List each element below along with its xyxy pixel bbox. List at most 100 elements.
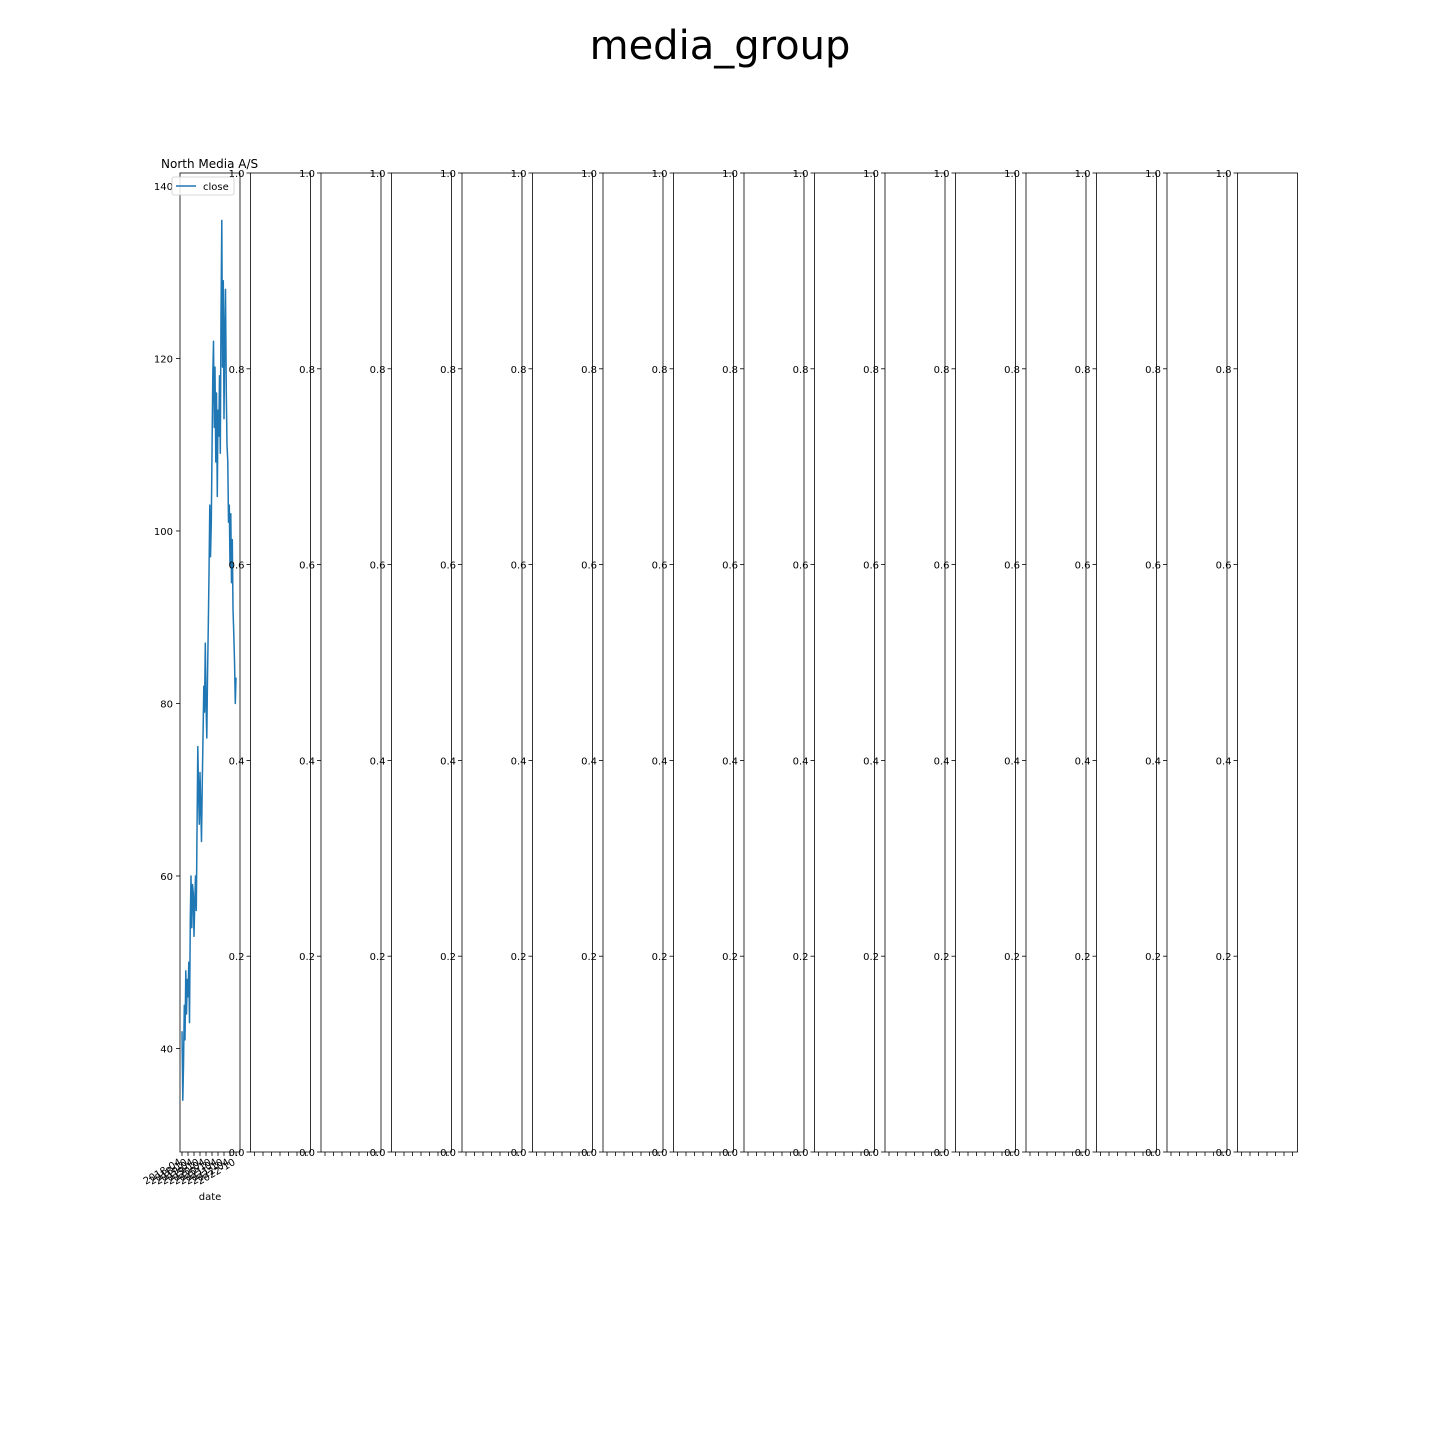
y-tick-label: 0.0: [652, 1148, 668, 1159]
y-tick-label: 1.0: [1145, 169, 1161, 180]
y-tick-label: 0.6: [1216, 561, 1232, 572]
y-tick-label: 0.8: [863, 365, 879, 376]
y-tick-label: 0.8: [299, 365, 315, 376]
y-tick-label: 0.0: [440, 1148, 456, 1159]
subplot-4-frame: [391, 172, 452, 1153]
y-tick-label: 1.0: [581, 169, 597, 180]
y-tick-label: 0.2: [370, 952, 386, 963]
y-tick-label: 0.4: [934, 756, 950, 767]
y-tick-label: 0.0: [1216, 1148, 1232, 1159]
y-tick-label: 0.0: [370, 1148, 386, 1159]
y-tick-label: 0.0: [299, 1148, 315, 1159]
y-tick-label: 0.8: [793, 365, 809, 376]
y-tick-label: 0.2: [863, 952, 879, 963]
y-tick-label: 1.0: [440, 169, 456, 180]
y-tick-label: 1.0: [793, 169, 809, 180]
x-axis-label: date: [199, 1192, 222, 1203]
y-tick-label: 0.4: [1216, 756, 1232, 767]
y-tick-label: 1.0: [934, 169, 950, 180]
y-tick-label: 1.0: [722, 169, 738, 180]
subplot-title: North Media A/S: [161, 157, 258, 171]
y-tick-label: 1.0: [370, 169, 386, 180]
y-tick-label: 0.0: [229, 1148, 245, 1159]
y-tick-label: 1.0: [299, 169, 315, 180]
y-tick-label: 0.8: [722, 365, 738, 376]
y-tick-label: 0.6: [934, 561, 950, 572]
y-tick-label: 0.4: [229, 756, 245, 767]
subplot-10-frame: [814, 172, 875, 1153]
y-tick-label: 0.4: [652, 756, 668, 767]
y-tick-label: 0.8: [1075, 365, 1091, 376]
y-tick-label: 60: [160, 872, 173, 883]
y-tick-label: 0.6: [863, 561, 879, 572]
subplot-16-frame: [1237, 172, 1298, 1153]
y-tick-label: 0.0: [1004, 1148, 1020, 1159]
y-tick-label: 0.6: [652, 561, 668, 572]
y-tick-label: 0.6: [511, 561, 527, 572]
y-tick-label: 0.2: [229, 952, 245, 963]
y-tick-label: 0.2: [934, 952, 950, 963]
y-tick-label: 40: [160, 1044, 173, 1055]
y-tick-label: 0.6: [299, 561, 315, 572]
y-tick-label: 0.0: [863, 1148, 879, 1159]
y-tick-label: 0.8: [1216, 365, 1232, 376]
y-tick-label: 0.8: [581, 365, 597, 376]
subplot-2-frame: [250, 172, 311, 1153]
subplot-12-frame: [955, 172, 1016, 1153]
y-tick-label: 0.6: [1145, 561, 1161, 572]
subplot-15-frame: [1166, 172, 1228, 1153]
y-tick-label: 0.6: [229, 561, 245, 572]
y-tick-label: 1.0: [863, 169, 879, 180]
y-tick-label: 0.2: [299, 952, 315, 963]
legend-label: close: [203, 182, 229, 193]
y-tick-label: 0.0: [511, 1148, 527, 1159]
y-tick-label: 0.4: [1075, 756, 1091, 767]
close-series-line: [181, 219, 237, 1101]
y-tick-label: 1.0: [229, 169, 245, 180]
subplot-14-frame: [1096, 172, 1157, 1153]
y-tick-label: 0.2: [581, 952, 597, 963]
y-tick-label: 0.4: [1004, 756, 1020, 767]
y-tick-label: 0.4: [1145, 756, 1161, 767]
y-tick-label: 0.4: [511, 756, 527, 767]
y-tick-label: 0.2: [440, 952, 456, 963]
y-tick-label: 0.0: [722, 1148, 738, 1159]
y-tick-label: 0.6: [1075, 561, 1091, 572]
subplot-11-frame: [884, 172, 946, 1153]
figure-title: media_group: [589, 23, 851, 69]
y-tick-label: 0.4: [793, 756, 809, 767]
subplot-8-frame: [673, 172, 734, 1153]
y-tick-label: 0.2: [793, 952, 809, 963]
y-tick-label: 0.4: [299, 756, 315, 767]
y-tick-label: 0.2: [722, 952, 738, 963]
y-tick-label: 0.8: [1145, 365, 1161, 376]
y-tick-label: 1.0: [1075, 169, 1091, 180]
y-tick-label: 0.0: [1145, 1148, 1161, 1159]
y-tick-label: 0.0: [934, 1148, 950, 1159]
y-tick-label: 0.6: [370, 561, 386, 572]
y-tick-label: 1.0: [1004, 169, 1020, 180]
y-tick-label: 0.6: [722, 561, 738, 572]
subplot-5-frame: [461, 172, 523, 1153]
y-tick-label: 120: [154, 354, 173, 365]
y-tick-label: 0.8: [370, 365, 386, 376]
y-tick-label: 0.8: [511, 365, 527, 376]
y-tick-label: 0.8: [1004, 365, 1020, 376]
y-tick-label: 0.6: [440, 561, 456, 572]
y-tick-label: 0.2: [1004, 952, 1020, 963]
y-tick-label: 1.0: [652, 169, 668, 180]
y-tick-label: 0.0: [1075, 1148, 1091, 1159]
legend-box: [171, 176, 235, 196]
y-tick-label: 0.8: [229, 365, 245, 376]
y-tick-label: 0.2: [511, 952, 527, 963]
subplot-9-frame: [743, 172, 805, 1153]
subplot-13-frame: [1025, 172, 1087, 1153]
y-tick-label: 0.2: [1145, 952, 1161, 963]
y-tick-label: 0.4: [863, 756, 879, 767]
y-tick-label: 0.2: [652, 952, 668, 963]
y-tick-label: 0.8: [440, 365, 456, 376]
y-tick-label: 80: [160, 699, 173, 710]
y-tick-label: 0.4: [722, 756, 738, 767]
subplot-3-frame: [320, 172, 382, 1153]
